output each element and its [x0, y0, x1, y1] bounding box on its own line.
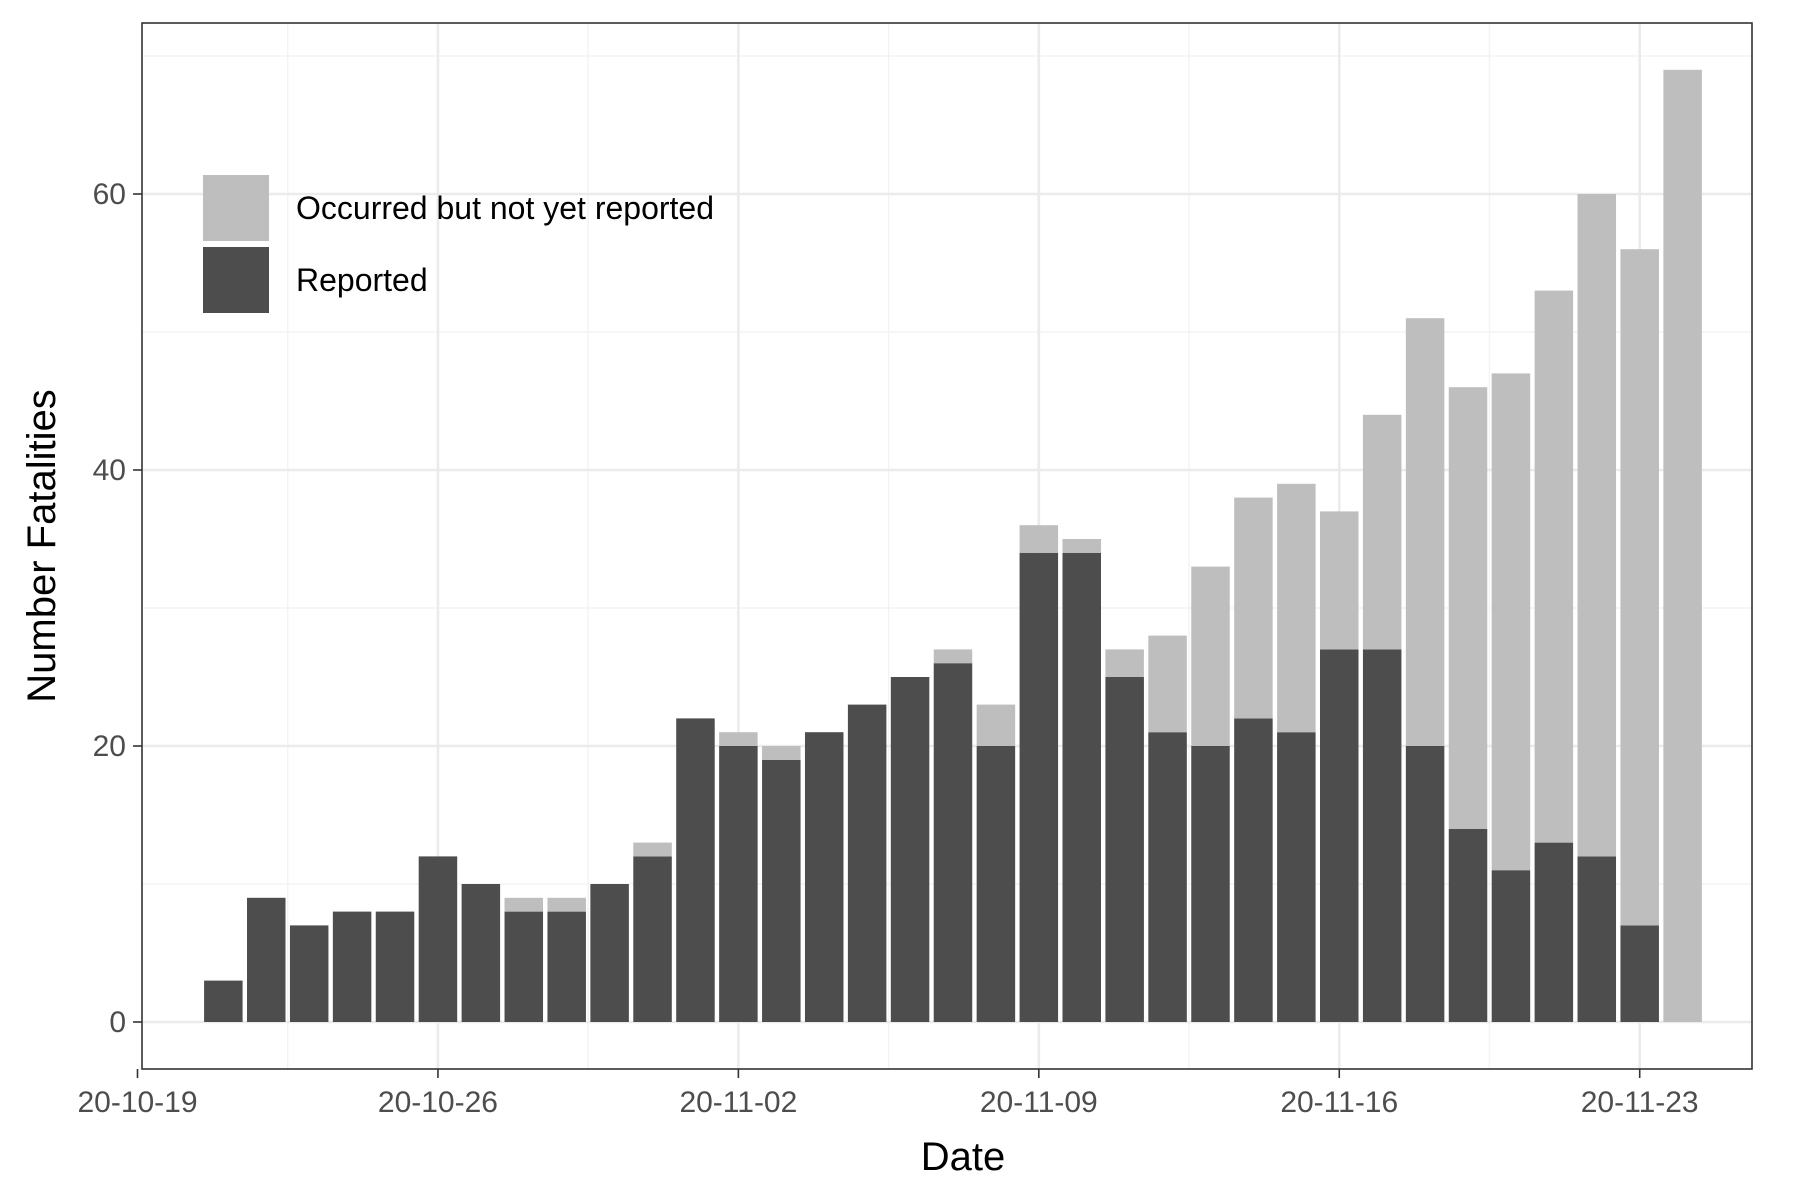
bar-occurred-not-reported	[1191, 566, 1230, 746]
bar-occurred-not-reported	[933, 649, 973, 664]
bar-reported	[719, 746, 758, 1022]
bar-occurred-not-reported	[1234, 497, 1273, 719]
bar-reported	[933, 663, 973, 1022]
bar-reported	[1277, 732, 1316, 1022]
y-axis-title: Number Fatalities	[20, 389, 64, 702]
x-axis-title: Date	[921, 1135, 1006, 1179]
bar-reported	[1148, 732, 1187, 1022]
bar-reported	[1577, 856, 1617, 1022]
legend-label-occurred: Occurred but not yet reported	[296, 190, 714, 226]
bar-occurred-not-reported	[1277, 483, 1316, 733]
bar-reported	[1234, 718, 1273, 1022]
bar-reported	[676, 718, 715, 1022]
bar-reported	[1191, 746, 1230, 1022]
bar-reported	[1320, 649, 1359, 1022]
bar-occurred-not-reported	[547, 897, 586, 912]
bar-reported	[1491, 870, 1531, 1022]
bar-occurred-not-reported	[1362, 414, 1402, 650]
bar-reported	[547, 911, 586, 1022]
axes: 0 20 40 60 20-10-19 20-10-26 20-11-02 20-11-09 2…	[77, 178, 1698, 1119]
x-tick-label: 20-10-26	[378, 1086, 498, 1119]
y-tick-label: 0	[109, 1006, 126, 1039]
bar-occurred-not-reported	[1577, 194, 1617, 857]
legend-swatch-occurred	[203, 175, 269, 241]
bar-reported	[504, 911, 544, 1022]
bar-reported	[1405, 746, 1445, 1022]
bar-occurred-not-reported	[1620, 249, 1659, 926]
bar-occurred-not-reported	[1491, 373, 1531, 871]
bar-occurred-not-reported	[1019, 525, 1059, 553]
bar-occurred-not-reported	[1405, 318, 1445, 746]
y-tick-label: 60	[93, 178, 126, 211]
bar-reported	[1105, 677, 1144, 1022]
legend-label-reported: Reported	[296, 262, 428, 298]
bar-occurred-not-reported	[976, 704, 1016, 746]
panel-border	[141, 22, 1753, 1070]
bar-reported	[204, 980, 243, 1022]
legend-swatch-reported	[203, 247, 269, 313]
bar-occurred-not-reported	[719, 732, 758, 746]
y-tick-label: 40	[93, 454, 126, 487]
bar-occurred-not-reported	[1534, 290, 1574, 843]
x-tick-label: 20-10-19	[77, 1086, 197, 1119]
bar-reported	[1362, 649, 1402, 1022]
bar-reported	[804, 732, 844, 1022]
bar-reported	[1019, 552, 1059, 1022]
bar-reported	[890, 677, 930, 1022]
bar-occurred-not-reported	[1448, 387, 1488, 829]
bar-reported	[762, 759, 801, 1022]
bar-occurred-not-reported	[1062, 539, 1101, 553]
bars	[204, 69, 1702, 1023]
bar-occurred-not-reported	[1105, 649, 1144, 677]
bar-reported	[1534, 842, 1574, 1022]
x-tick-label: 20-11-23	[1581, 1086, 1699, 1119]
bar-reported	[418, 856, 458, 1022]
bar-occurred-not-reported	[1663, 69, 1702, 1023]
bar-reported	[590, 884, 629, 1022]
bar-reported	[247, 897, 286, 1022]
bar-reported	[289, 925, 329, 1022]
bar-reported	[976, 746, 1016, 1022]
bar-reported	[332, 911, 372, 1022]
bar-reported	[1448, 828, 1488, 1022]
x-tick-label: 20-11-16	[1280, 1086, 1398, 1119]
bar-reported	[1620, 925, 1659, 1022]
bar-reported	[461, 884, 501, 1022]
x-tick-label: 20-11-09	[980, 1086, 1098, 1119]
bar-occurred-not-reported	[762, 746, 801, 760]
bar-occurred-not-reported	[1320, 511, 1359, 650]
x-tick-label: 20-11-02	[679, 1086, 797, 1119]
bar-reported	[847, 704, 887, 1022]
bar-reported	[633, 856, 672, 1022]
bar-occurred-not-reported	[1148, 635, 1187, 733]
y-tick-label: 20	[93, 730, 126, 763]
bar-occurred-not-reported	[633, 842, 672, 857]
bar-reported	[1062, 552, 1101, 1022]
bar-reported	[375, 911, 415, 1022]
legend: Occurred but not yet reported Reported	[203, 175, 714, 313]
bar-occurred-not-reported	[504, 897, 544, 912]
